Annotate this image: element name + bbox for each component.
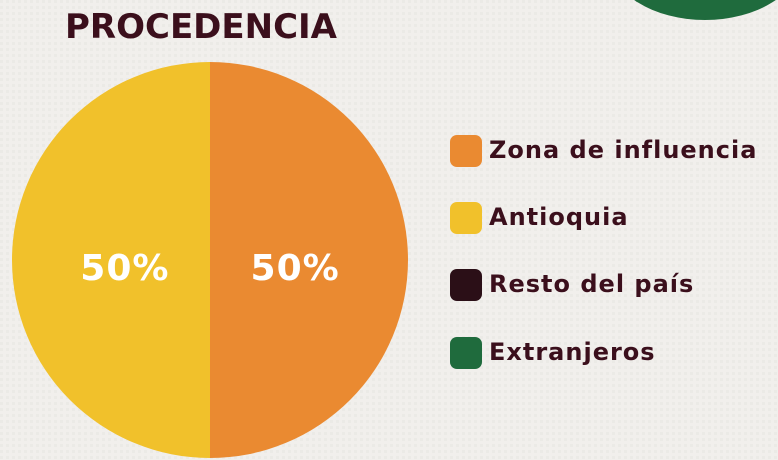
chart-title: PROCEDENCIA (65, 7, 338, 47)
legend-label: Antioquia (489, 203, 629, 231)
value-label: 50% (80, 248, 169, 289)
pie: 50% 50% (12, 62, 408, 458)
legend-label: Extranjeros (489, 338, 656, 366)
value-label: 50% (251, 248, 340, 289)
legend-swatch (450, 337, 482, 369)
legend-label: Resto del país (489, 270, 694, 298)
legend-swatch (450, 269, 482, 301)
legend-swatch (450, 202, 482, 234)
decoration-blob (634, 0, 776, 20)
pie-slice (210, 62, 408, 458)
pie-slice (12, 62, 210, 458)
legend-label: Zona de influencia (489, 136, 757, 164)
legend: Zona de influencia Antioquia Resto del paí… (450, 135, 757, 369)
legend-swatch (450, 135, 482, 167)
